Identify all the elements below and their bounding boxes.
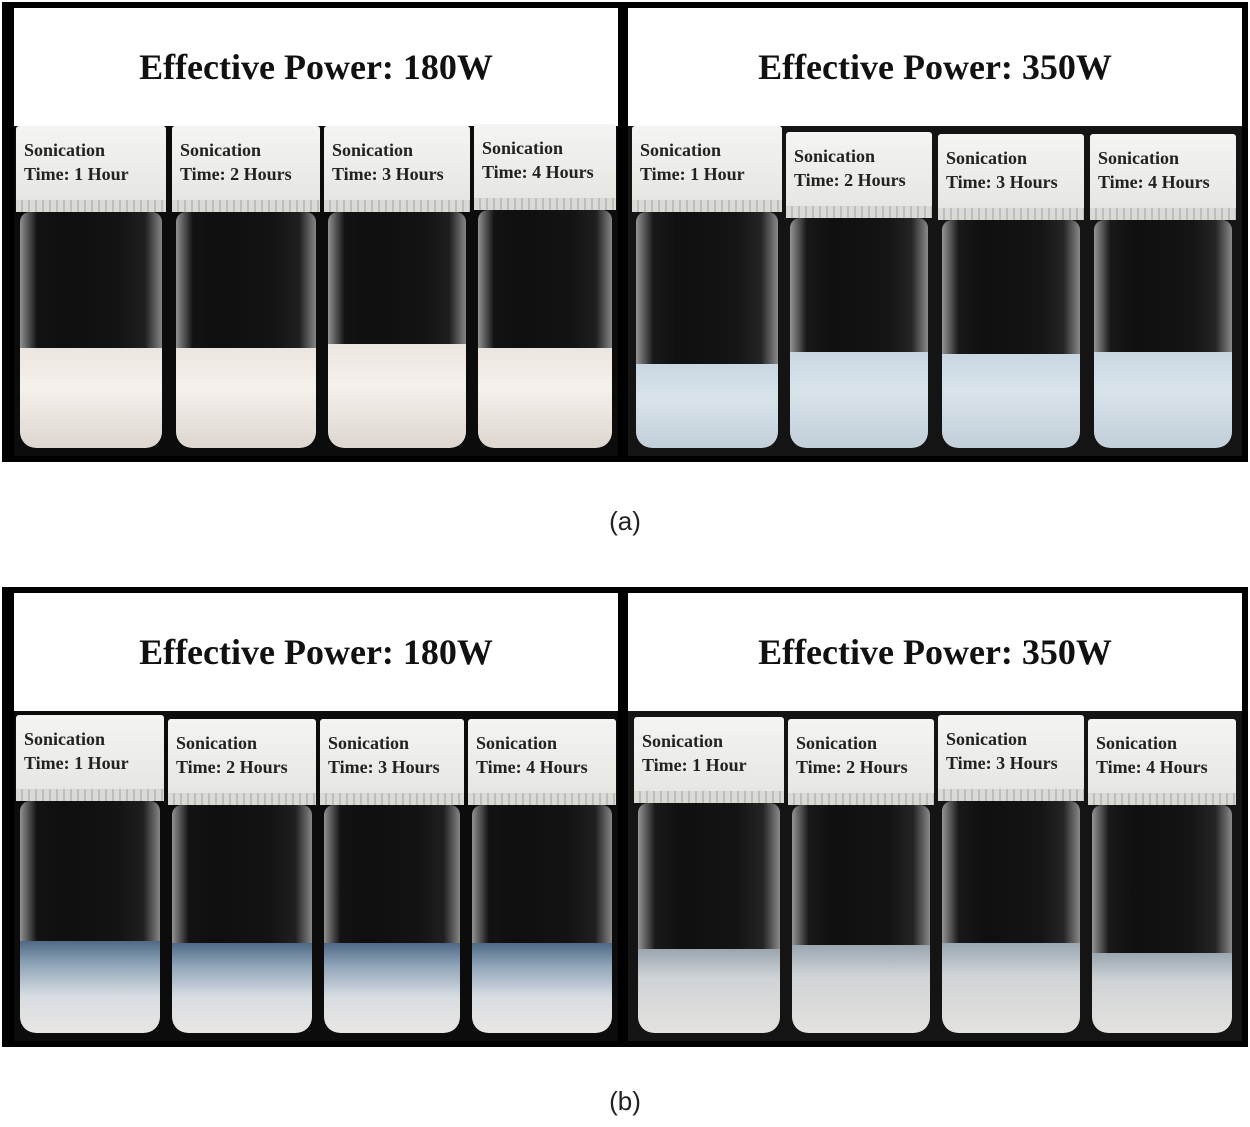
vial-cap: Sonication Time: 3 Hours <box>938 134 1084 220</box>
vial-glass <box>472 805 612 1033</box>
vial-label: Sonication Time: 1 Hour <box>24 729 129 773</box>
vial-label: Sonication Time: 2 Hours <box>794 146 906 190</box>
vial-liquid <box>792 945 930 1033</box>
vial-b-350w-2h: Sonication Time: 2 Hours <box>788 719 934 1033</box>
vial-b-180w-1h: Sonication Time: 1 Hour <box>16 715 164 1033</box>
vial-cap: Sonication Time: 3 Hours <box>324 126 470 212</box>
vial-cap: Sonication Time: 4 Hours <box>1088 719 1236 805</box>
vial-cap: Sonication Time: 4 Hours <box>1090 134 1236 220</box>
vial-cap: Sonication Time: 2 Hours <box>788 719 934 805</box>
vial-cap: Sonication Time: 4 Hours <box>468 719 616 805</box>
caption-b: (b) <box>609 1086 641 1116</box>
vial-glass <box>328 212 466 448</box>
vial-liquid <box>1092 953 1232 1033</box>
vial-liquid <box>324 943 460 1033</box>
panel-title: Effective Power: 180W <box>14 8 618 126</box>
figure-row-b: Effective Power: 180W Sonication Time: 1 … <box>2 587 1248 1047</box>
vial-b-350w-4h: Sonication Time: 4 Hours <box>1088 719 1236 1033</box>
vial-cap: Sonication Time: 1 Hour <box>632 126 782 212</box>
vial-label: Sonication Time: 3 Hours <box>332 140 444 184</box>
panel-title: Effective Power: 180W <box>14 593 618 711</box>
vial-a-180w-4h: Sonication Time: 4 Hours <box>474 124 616 448</box>
vial-cap: Sonication Time: 4 Hours <box>474 124 616 210</box>
vial-cap: Sonication Time: 2 Hours <box>168 719 316 805</box>
vial-cap: Sonication Time: 1 Hour <box>634 717 784 803</box>
vial-liquid <box>20 348 162 448</box>
vial-liquid <box>478 348 612 448</box>
vial-liquid <box>328 344 466 448</box>
vial-liquid <box>472 943 612 1033</box>
vial-b-180w-4h: Sonication Time: 4 Hours <box>468 719 616 1033</box>
vial-label: Sonication Time: 1 Hour <box>642 731 747 775</box>
vial-glass <box>792 805 930 1033</box>
vial-cap: Sonication Time: 2 Hours <box>172 126 320 212</box>
vial-label: Sonication Time: 3 Hours <box>946 148 1058 192</box>
vial-liquid <box>942 354 1080 448</box>
vial-cap: Sonication Time: 3 Hours <box>938 715 1084 801</box>
panel-b-350w: Effective Power: 350W Sonication Time: 1 … <box>628 593 1242 1041</box>
vial-a-350w-2h: Sonication Time: 2 Hours <box>786 132 932 448</box>
vial-cap: Sonication Time: 2 Hours <box>786 132 932 218</box>
vial-liquid <box>176 348 316 448</box>
vial-label: Sonication Time: 2 Hours <box>176 733 288 777</box>
vial-b-350w-3h: Sonication Time: 3 Hours <box>938 715 1084 1033</box>
panel-title: Effective Power: 350W <box>628 8 1242 126</box>
vial-liquid <box>790 352 928 448</box>
vial-label: Sonication Time: 1 Hour <box>24 140 129 184</box>
vial-glass <box>942 220 1080 448</box>
panel-b-180w: Effective Power: 180W Sonication Time: 1 … <box>14 593 618 1041</box>
vial-glass <box>478 210 612 448</box>
panel-a-180w: Effective Power: 180W Sonication Time: 1 … <box>14 8 618 456</box>
vial-a-180w-1h: Sonication Time: 1 Hour <box>16 126 166 448</box>
caption-a: (a) <box>609 506 641 536</box>
vial-label: Sonication Time: 2 Hours <box>180 140 292 184</box>
panel-title: Effective Power: 350W <box>628 593 1242 711</box>
vial-liquid <box>942 943 1080 1033</box>
vial-liquid <box>172 943 312 1033</box>
vial-label: Sonication Time: 4 Hours <box>1096 733 1208 777</box>
figure-row-a: Effective Power: 180W Sonication Time: 1 … <box>2 2 1248 462</box>
vial-glass <box>636 212 778 448</box>
vial-label: Sonication Time: 3 Hours <box>328 733 440 777</box>
vial-liquid <box>636 364 778 448</box>
vial-label: Sonication Time: 3 Hours <box>946 729 1058 773</box>
vial-cap: Sonication Time: 3 Hours <box>320 719 464 805</box>
vial-glass <box>638 803 780 1033</box>
vial-liquid <box>1094 352 1232 448</box>
vial-b-180w-3h: Sonication Time: 3 Hours <box>320 719 464 1033</box>
vial-label: Sonication Time: 4 Hours <box>1098 148 1210 192</box>
vial-a-350w-1h: Sonication Time: 1 Hour <box>632 126 782 448</box>
vial-glass <box>176 212 316 448</box>
vial-liquid <box>20 941 160 1033</box>
vial-glass <box>1094 220 1232 448</box>
vial-a-350w-3h: Sonication Time: 3 Hours <box>938 134 1084 448</box>
vial-label: Sonication Time: 4 Hours <box>482 138 594 182</box>
vial-glass <box>1092 805 1232 1033</box>
vial-cap: Sonication Time: 1 Hour <box>16 715 164 801</box>
vial-cap: Sonication Time: 1 Hour <box>16 126 166 212</box>
vial-glass <box>20 801 160 1033</box>
vial-glass <box>790 218 928 448</box>
vial-b-350w-1h: Sonication Time: 1 Hour <box>634 717 784 1033</box>
vial-label: Sonication Time: 2 Hours <box>796 733 908 777</box>
vial-glass <box>20 212 162 448</box>
vial-a-180w-3h: Sonication Time: 3 Hours <box>324 126 470 448</box>
vial-a-350w-4h: Sonication Time: 4 Hours <box>1090 134 1236 448</box>
vial-liquid <box>638 949 780 1033</box>
vial-a-180w-2h: Sonication Time: 2 Hours <box>172 126 320 448</box>
panel-a-350w: Effective Power: 350W Sonication Time: 1 … <box>628 8 1242 456</box>
vial-label: Sonication Time: 1 Hour <box>640 140 745 184</box>
vial-b-180w-2h: Sonication Time: 2 Hours <box>168 719 316 1033</box>
vial-glass <box>324 805 460 1033</box>
vial-label: Sonication Time: 4 Hours <box>476 733 588 777</box>
vial-glass <box>942 801 1080 1033</box>
vial-glass <box>172 805 312 1033</box>
